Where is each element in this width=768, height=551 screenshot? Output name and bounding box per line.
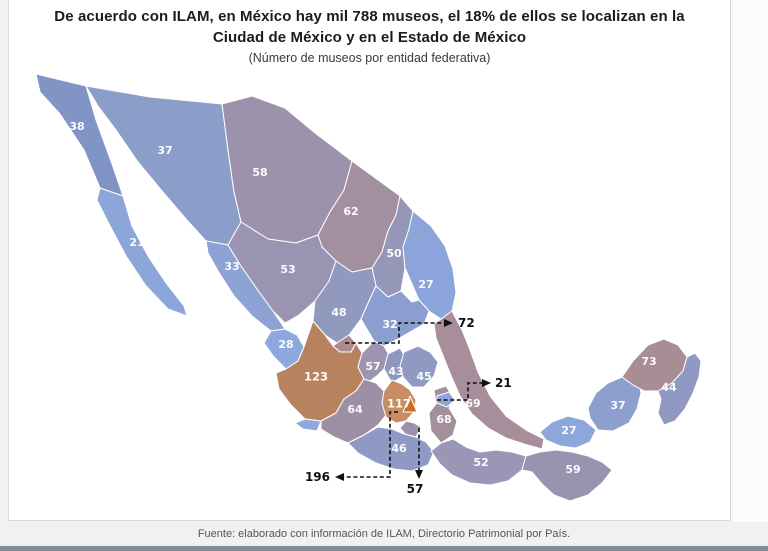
- state-value-label: 45: [416, 370, 431, 383]
- state-value-label: 37: [157, 144, 172, 157]
- chart-subtitle: (Número de museos por entidad federativa…: [248, 51, 491, 65]
- callout-arrow-tlaxcala: [437, 379, 491, 401]
- state-value-label: 57: [365, 360, 380, 373]
- state-value-label: 117: [387, 397, 411, 411]
- state-quintana-roo: [657, 352, 702, 426]
- state-value-label: 43: [388, 365, 403, 378]
- state-value-label: 62: [343, 205, 358, 218]
- state-tabasco: [539, 415, 597, 449]
- title-block: De acuerdo con ILAM, en México hay mil 7…: [8, 6, 731, 65]
- footer-band: Fuente: elaborado con información de ILA…: [0, 522, 768, 546]
- callout-label-morelos: 57: [407, 482, 424, 496]
- state-colima: [294, 418, 322, 432]
- state-value-label: 44: [661, 381, 677, 394]
- state-morelos: [399, 420, 422, 438]
- state-value-label: 48: [331, 306, 346, 319]
- state-aguascalientes: [332, 334, 357, 353]
- state-ciudad-de-mexico: [402, 395, 418, 413]
- state-value-label: 68: [436, 413, 451, 426]
- state-value-label: 21: [129, 236, 144, 249]
- page-right-gutter: [733, 0, 768, 522]
- bottom-bar: [0, 546, 768, 551]
- chart-title-line1: De acuerdo con ILAM, en México hay mil 7…: [54, 8, 685, 25]
- state-hidalgo: [399, 345, 439, 388]
- chart-title-line2: Ciudad de México y en el Estado de Méxic…: [212, 29, 527, 46]
- state-veracruz: [433, 310, 545, 450]
- callout-arrow-aguascalientes: [345, 319, 453, 344]
- state-value-label: 32: [382, 318, 397, 331]
- state-chiapas: [521, 449, 613, 502]
- state-value-label: 59: [565, 463, 580, 476]
- state-value-label: 52: [473, 456, 488, 469]
- state-value-label: 33: [224, 260, 239, 273]
- state-value-label: 53: [280, 263, 295, 276]
- state-value-label: 58: [252, 166, 267, 179]
- state-guerrero: [347, 426, 435, 472]
- state-value-label: 37: [610, 399, 625, 412]
- state-baja-california-sur: [96, 187, 188, 317]
- callout-label-ciudad-de-mexico: 196: [305, 470, 330, 484]
- state-value-label: 46: [391, 442, 407, 455]
- state-campeche: [587, 376, 642, 432]
- state-value-label: 28: [278, 338, 293, 351]
- state-value-label: 27: [561, 424, 576, 437]
- state-value-label: 123: [304, 370, 328, 384]
- state-value-label: 64: [347, 403, 363, 416]
- callout-arrow-ciudad-de-mexico: [335, 411, 398, 481]
- state-san-luis-potosi: [360, 285, 430, 347]
- callout-label-aguascalientes: 72: [458, 316, 475, 330]
- source-note: Fuente: elaborado con información de ILA…: [197, 528, 571, 540]
- callout-label-tlaxcala: 21: [495, 376, 512, 390]
- state-value-label: 50: [386, 247, 402, 260]
- state-value-label: 73: [641, 355, 656, 368]
- state-value-label: 27: [418, 278, 433, 291]
- callout-arrow-morelos: [415, 428, 423, 479]
- state-value-label: 69: [465, 397, 480, 410]
- state-value-label: 38: [69, 120, 84, 133]
